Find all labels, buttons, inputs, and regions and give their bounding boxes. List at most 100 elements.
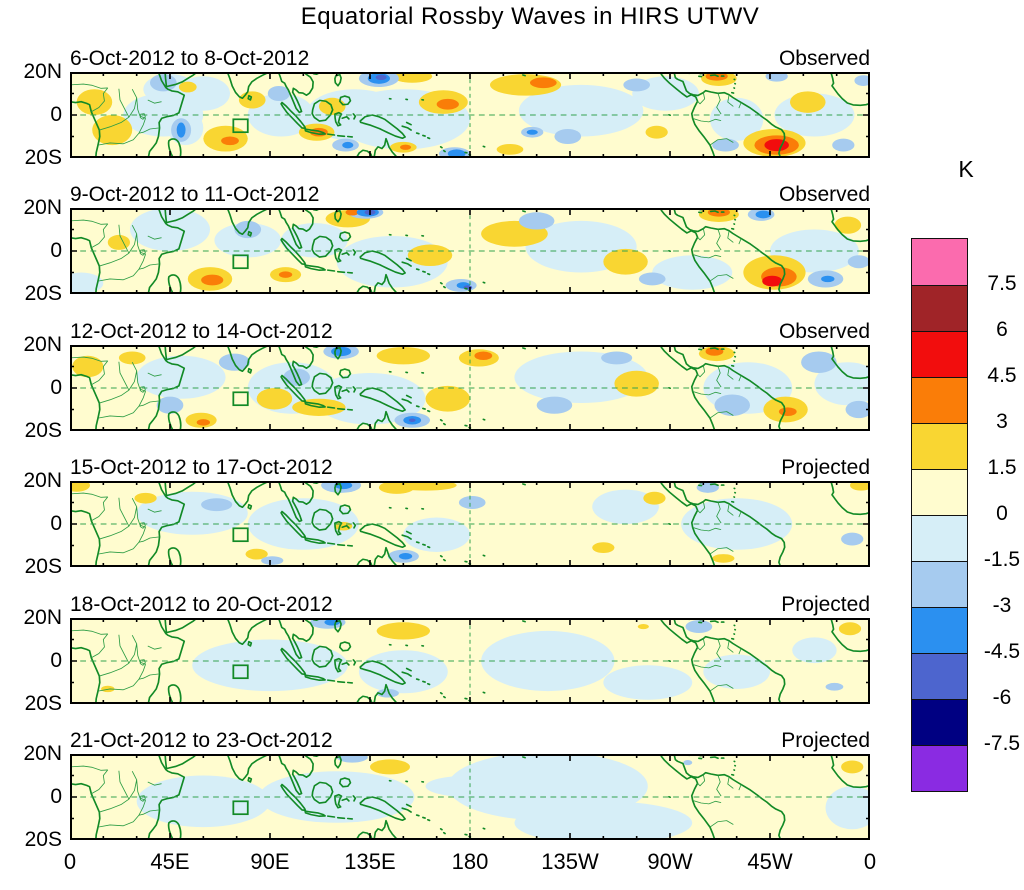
lat-tick-label: 20N	[23, 196, 62, 219]
region-marker-box	[232, 254, 249, 270]
lat-tick-label: 0	[50, 785, 62, 808]
colorbar-tick-label: 7.5	[987, 272, 1017, 295]
panel-header-1: 6-Oct-2012 to 8-Oct-2012 Observed	[70, 45, 870, 71]
colorbar-cell	[912, 653, 967, 699]
region-marker-box	[232, 527, 249, 543]
panel-status-label: Projected	[781, 729, 870, 752]
lat-tick-label: 20S	[24, 146, 62, 169]
country-borders	[70, 219, 742, 282]
map-geo-layer	[70, 72, 870, 158]
map-geo-layer	[70, 618, 870, 704]
panel-header-3: 12-Oct-2012 to 14-Oct-2012 Observed	[70, 318, 870, 344]
lat-tick-label: 0	[50, 103, 62, 126]
colorbar-cell	[912, 699, 967, 745]
lat-tick-label: 20N	[23, 469, 62, 492]
colorbar-tick-label: -4.5	[983, 640, 1021, 663]
map-frame-ticks	[70, 754, 870, 840]
colorbar-tick-label: -6	[992, 686, 1012, 709]
coastlines	[70, 618, 870, 704]
colorbar-cell	[912, 561, 967, 607]
lat-tick-label: 20N	[23, 742, 62, 765]
colorbar-tick-label: -1.5	[983, 548, 1021, 571]
colorbar-unit-label: K	[958, 156, 974, 182]
map-geo-layer	[70, 481, 870, 567]
panel-date-range: 18-Oct-2012 to 20-Oct-2012	[70, 593, 333, 616]
panel-header-4: 15-Oct-2012 to 17-Oct-2012 Projected	[70, 454, 870, 480]
lat-tick-label: 20S	[24, 692, 62, 715]
coastlines	[70, 345, 870, 431]
lat-tick-label: 20N	[23, 606, 62, 629]
lat-tick-label: 0	[50, 376, 62, 399]
panel-date-range: 6-Oct-2012 to 8-Oct-2012	[70, 47, 310, 70]
region-marker-box	[232, 391, 249, 407]
map-panel-6	[70, 754, 870, 840]
lat-tick-label: 20S	[24, 828, 62, 851]
lon-tick-label: 45E	[150, 849, 190, 874]
country-borders	[70, 765, 742, 828]
colorbar-cell	[912, 745, 967, 791]
colorbar-cell	[912, 331, 967, 377]
map-frame-ticks	[70, 72, 870, 158]
map-panel-1	[70, 72, 870, 158]
lon-tick-label: 0	[63, 849, 77, 874]
lon-tick-label: 180	[451, 849, 489, 874]
map-frame-ticks	[70, 618, 870, 704]
panel-status-label: Projected	[781, 593, 870, 616]
colorbar-cell	[912, 423, 967, 469]
map-panel-3	[70, 345, 870, 431]
lon-tick-label: 0	[863, 849, 877, 874]
panel-status-label: Projected	[781, 456, 870, 479]
panel-header-6: 21-Oct-2012 to 23-Oct-2012 Projected	[70, 727, 870, 753]
colorbar	[911, 238, 968, 792]
lon-tick-label: 135E	[344, 849, 396, 874]
lat-tick-label: 0	[50, 649, 62, 672]
lat-tick-label: 20N	[23, 60, 62, 83]
lat-tick-label: 0	[50, 512, 62, 535]
coastlines	[70, 481, 870, 567]
lon-tick-label: 135W	[541, 849, 599, 874]
colorbar-tick-label: -3	[992, 594, 1012, 617]
colorbar-tick-label: 0	[996, 502, 1008, 525]
colorbar-tick-label: -7.5	[983, 732, 1021, 755]
lat-tick-label: 20S	[24, 419, 62, 442]
panel-date-range: 21-Oct-2012 to 23-Oct-2012	[70, 729, 333, 752]
panel-date-range: 12-Oct-2012 to 14-Oct-2012	[70, 320, 333, 343]
lat-tick-label: 20S	[24, 282, 62, 305]
lat-tick-label: 20N	[23, 333, 62, 356]
colorbar-cell	[912, 469, 967, 515]
lon-tick-label: 90E	[250, 849, 290, 874]
colorbar-cell	[912, 239, 967, 285]
colorbar-cell	[912, 285, 967, 331]
map-frame-ticks	[70, 345, 870, 431]
lat-tick-label: 0	[50, 239, 62, 262]
region-marker-box	[232, 118, 249, 134]
colorbar-cell	[912, 377, 967, 423]
map-panel-4	[70, 481, 870, 567]
country-borders	[70, 83, 742, 146]
country-borders	[70, 356, 742, 419]
map-panel-5	[70, 618, 870, 704]
map-frame-ticks	[70, 481, 870, 567]
panel-status-label: Observed	[778, 183, 870, 206]
colorbar-tick-label: 6	[996, 318, 1008, 341]
colorbar-cell	[912, 607, 967, 653]
lat-tick-label: 20S	[24, 555, 62, 578]
panel-date-range: 9-Oct-2012 to 11-Oct-2012	[70, 183, 320, 206]
region-marker-box	[232, 800, 249, 816]
colorbar-tick-label: 1.5	[987, 456, 1017, 479]
colorbar-tick-label: 3	[996, 410, 1008, 433]
panel-status-label: Observed	[778, 320, 870, 343]
country-borders	[70, 629, 742, 692]
figure-title: Equatorial Rossby Waves in HIRS UTWV	[300, 3, 760, 30]
panel-date-range: 15-Oct-2012 to 17-Oct-2012	[70, 456, 333, 479]
panel-header-2: 9-Oct-2012 to 11-Oct-2012 Observed	[70, 181, 870, 207]
lon-tick-label: 45W	[747, 849, 793, 874]
panel-header-5: 18-Oct-2012 to 20-Oct-2012 Projected	[70, 591, 870, 617]
map-frame-ticks	[70, 208, 870, 294]
map-geo-layer	[70, 208, 870, 294]
colorbar-tick-label: 4.5	[987, 364, 1017, 387]
map-geo-layer	[70, 754, 870, 840]
map-geo-layer	[70, 345, 870, 431]
colorbar-cell	[912, 515, 967, 561]
